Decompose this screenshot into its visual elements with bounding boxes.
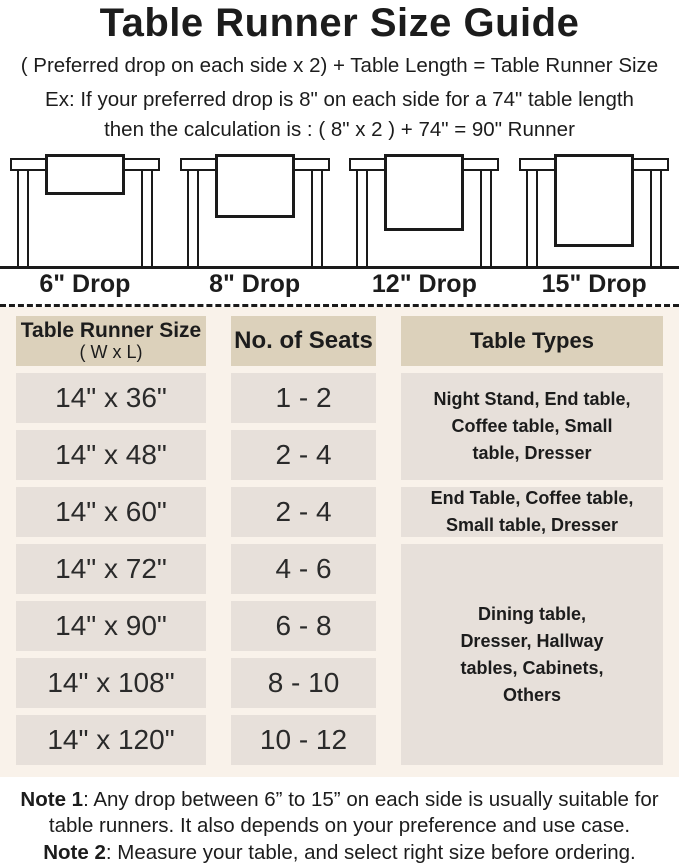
seats-cell: 2 - 4 <box>231 430 376 481</box>
drop-label-12in: 12" Drop <box>371 270 477 299</box>
drop-labels-row: 6" Drop 8" Drop 12" Drop 15" Drop <box>0 269 679 308</box>
page-title: Table Runner Size Guide <box>99 1 580 45</box>
seats-cell: 8 - 10 <box>231 658 376 709</box>
column-header-runner-size: Table Runner Size ( W x L) <box>16 316 206 367</box>
seats-cell: 2 - 4 <box>231 487 376 538</box>
table-types-cell-small-tables: Night Stand, End table, Coffee table, Sm… <box>401 373 663 481</box>
example-line-1: Ex: If your preferred drop is 8" on each… <box>45 88 634 112</box>
table-with-runner-icon-8in <box>179 150 330 267</box>
column-header-table-types: Table Types <box>401 316 663 367</box>
note-1: Note 1: Any drop between 6” to 15” on ea… <box>5 787 674 839</box>
seats-cell: 10 - 12 <box>231 715 376 766</box>
column-header-seats: No. of Seats <box>231 316 376 367</box>
size-cell: 14" x 72" <box>16 544 206 595</box>
drop-illustrations-band <box>0 150 679 270</box>
table-leg-right <box>650 168 663 267</box>
note-1-text: : Any drop between 6” to 15” on each sid… <box>48 788 659 838</box>
seats-cell: 1 - 2 <box>231 373 376 424</box>
runner-drape <box>44 154 125 196</box>
runner-drape <box>214 154 295 219</box>
note-2-label: Note 2 <box>43 840 106 864</box>
size-cell: 14" x 120" <box>16 715 206 766</box>
runner-drape <box>384 154 465 232</box>
size-cell: 14" x 48" <box>16 430 206 481</box>
table-types-cell-dining-tables: Dining table, Dresser, Hallway tables, C… <box>401 544 663 766</box>
drop-label-15in: 15" Drop <box>541 270 647 299</box>
table-leg-left <box>16 168 29 267</box>
notes-section: Note 1: Any drop between 6” to 15” on ea… <box>0 777 679 866</box>
column-header-seats-label: No. of Seats <box>234 327 373 355</box>
table-leg-left <box>356 168 369 267</box>
size-cell: 14" x 60" <box>16 487 206 538</box>
note-2: Note 2: Measure your table, and select r… <box>5 840 674 866</box>
table-types-cell-medium-tables: End Table, Coffee table, Small table, Dr… <box>401 487 663 538</box>
drop-label-8in: 8" Drop <box>209 270 301 299</box>
column-header-table-types-label: Table Types <box>470 328 594 354</box>
drop-label-6in: 6" Drop <box>39 270 131 299</box>
size-cell: 14" x 90" <box>16 601 206 652</box>
size-cell: 14" x 36" <box>16 373 206 424</box>
table-leg-left <box>186 168 199 267</box>
size-table: Table Runner Size ( W x L) No. of Seats … <box>16 316 663 766</box>
note-1-label: Note 1 <box>20 788 84 812</box>
seats-cell: 4 - 6 <box>231 544 376 595</box>
size-cell: 14" x 108" <box>16 658 206 709</box>
note-2-text: : Measure your table, and select right s… <box>105 840 636 864</box>
table-leg-right <box>140 168 153 267</box>
table-leg-left <box>526 168 539 267</box>
formula-line: ( Preferred drop on each side x 2) + Tab… <box>20 54 659 78</box>
table-with-runner-icon-12in <box>349 150 500 267</box>
table-leg-right <box>480 168 493 267</box>
column-header-runner-size-title: Table Runner Size <box>20 319 202 343</box>
example-line-2: then the calculation is : ( 8" x 2 ) + 7… <box>104 118 575 142</box>
seats-cell: 6 - 8 <box>231 601 376 652</box>
runner-drape <box>554 154 635 248</box>
table-with-runner-icon-15in <box>519 150 670 267</box>
table-with-runner-icon-6in <box>9 150 160 267</box>
column-header-runner-size-subtitle: ( W x L) <box>79 342 143 363</box>
header: Table Runner Size Guide ( Preferred drop… <box>0 0 679 142</box>
size-table-section: Table Runner Size ( W x L) No. of Seats … <box>0 307 679 778</box>
table-leg-right <box>310 168 323 267</box>
